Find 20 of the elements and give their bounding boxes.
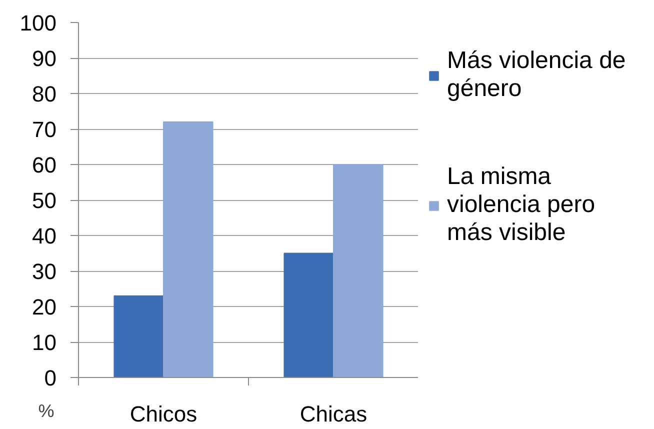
y-tick-label: 90 — [32, 46, 57, 71]
bar — [333, 164, 384, 378]
y-tick-label: 20 — [32, 294, 57, 320]
y-tick-label: 70 — [32, 117, 57, 142]
y-tick-label: 30 — [32, 259, 57, 284]
y-tick-label: 40 — [32, 224, 57, 248]
bar — [114, 295, 164, 378]
y-tick-label: 10 — [32, 330, 57, 355]
x-tick-label: Chicos — [130, 402, 198, 426]
y-tick-label: 0 — [44, 366, 57, 390]
y-tick-label: 50 — [32, 188, 57, 213]
y-tick-label: 80 — [32, 82, 57, 106]
y-tick-label: 100 — [20, 10, 57, 36]
legend-label: Más violencia de género — [447, 47, 626, 103]
legend-label: La misma violencia pero más visible — [447, 163, 596, 247]
x-tick-label: Chicas — [300, 402, 368, 426]
y-axis-title: % — [38, 401, 54, 422]
y-tick-label: 60 — [32, 152, 57, 178]
bar — [284, 252, 334, 378]
bar — [163, 121, 214, 378]
